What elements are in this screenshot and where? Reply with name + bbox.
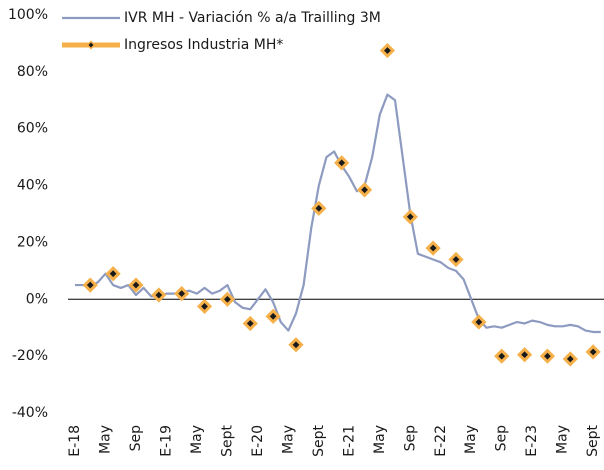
marker — [425, 240, 441, 256]
y-tick-label: 80% — [17, 64, 48, 80]
x-tick-label: May — [463, 425, 479, 454]
x-tick-label: May — [280, 425, 296, 454]
x-tick-label: Sept — [219, 425, 235, 457]
marker — [448, 251, 464, 268]
marker — [288, 337, 304, 353]
marker — [128, 277, 144, 293]
y-tick-label: 100% — [8, 7, 48, 23]
marker — [539, 348, 556, 364]
x-tick-label: Sept — [311, 425, 327, 457]
x-tick-label: E-22 — [433, 425, 449, 457]
marker — [516, 347, 533, 363]
x-tick-label: May — [372, 425, 388, 454]
marker — [402, 209, 418, 225]
marker — [105, 266, 121, 282]
y-tick-label: -40% — [12, 405, 48, 421]
marker — [174, 285, 190, 302]
x-tick-label: E-19 — [158, 425, 174, 457]
marker — [311, 200, 327, 216]
marker — [265, 308, 281, 324]
x-tick-label: Sep — [128, 425, 144, 452]
x-tick-label: E-23 — [524, 425, 540, 457]
legend-label: IVR MH - Variación % a/a Trailling 3M — [124, 10, 381, 26]
x-tick-label: E-18 — [67, 425, 83, 457]
x-tick-label: E-20 — [250, 425, 266, 457]
marker — [151, 287, 167, 303]
y-tick-label: 60% — [17, 121, 48, 137]
legend-marker — [86, 40, 96, 50]
marker — [82, 277, 98, 293]
y-tick-label: 20% — [17, 234, 48, 250]
marker — [585, 344, 601, 360]
x-tick-label: Sep — [402, 425, 418, 452]
x-tick-label: May — [189, 425, 205, 454]
marker — [494, 348, 510, 364]
marker — [196, 298, 213, 315]
marker — [379, 42, 396, 59]
marker — [219, 291, 236, 307]
x-tick-label: Sept — [585, 425, 601, 457]
y-tick-label: 40% — [17, 178, 48, 194]
x-tick-label: Sep — [494, 425, 510, 452]
marker — [562, 351, 578, 367]
y-tick-label: 0% — [26, 291, 48, 307]
legend-label: Ingresos Industria MH* — [124, 37, 283, 53]
marker — [242, 315, 258, 332]
marker — [471, 314, 487, 330]
x-tick-label: E-21 — [341, 425, 357, 457]
y-tick-label: -20% — [12, 348, 48, 364]
marker — [356, 182, 373, 198]
x-tick-label: May — [97, 425, 113, 454]
marker — [334, 155, 350, 171]
x-tick-label: May — [555, 425, 571, 454]
